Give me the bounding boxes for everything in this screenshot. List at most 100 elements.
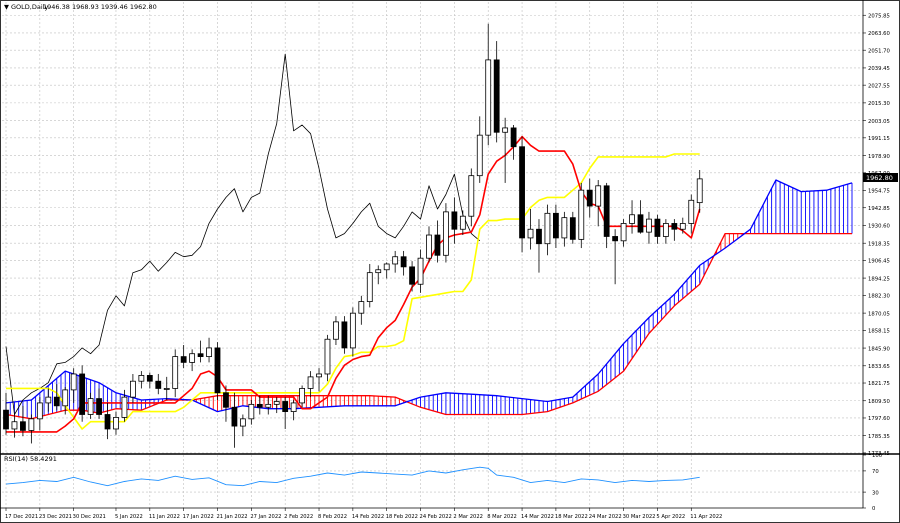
candle-bull	[333, 321, 339, 340]
ichimoku-cloud	[5, 180, 853, 419]
price-tick-label: 2027.55	[868, 83, 890, 89]
rsi-tick-label: 30	[872, 490, 879, 496]
rsi-line	[5, 466, 700, 487]
candle-bull	[443, 211, 449, 256]
price-tick-label: 1870.05	[868, 311, 890, 317]
candle-bear	[155, 380, 162, 389]
candle-bear	[197, 353, 204, 358]
last-price-tag	[863, 173, 898, 182]
chikou-span-line	[5, 53, 481, 415]
candle-bull	[417, 257, 424, 285]
time-tick-label: 8 Feb 2022	[318, 514, 347, 520]
price-tick-label: 2075.85	[868, 13, 890, 19]
candle-bull	[502, 127, 509, 133]
candle-bull	[383, 263, 390, 271]
candle-bull	[358, 301, 365, 314]
time-tick-label: 23 Dec 2021	[39, 514, 72, 520]
time-tick-label: 30 Mar 2022	[623, 514, 656, 520]
candle-bull	[121, 396, 128, 418]
time-tick-label: 17 Jan 2022	[183, 514, 214, 520]
candle-bull	[172, 356, 179, 389]
candle-bear	[223, 392, 229, 408]
price-tick-label: 1833.65	[868, 364, 890, 370]
rsi-header: RSI(14) 58.4291	[4, 455, 57, 463]
candle-bear	[53, 396, 60, 407]
candle-bull	[349, 312, 356, 349]
candle-bear	[20, 421, 26, 431]
candle-bull	[45, 396, 52, 404]
candle-bear	[671, 223, 678, 230]
price-axis: 1773.45 1785.35 1797.60 1809.50 1821.75 1833.…	[863, 13, 891, 457]
price-tick-label: 1930.60	[868, 224, 891, 230]
rsi-line-group	[5, 466, 700, 487]
price-tick-label: 2063.60	[868, 31, 891, 37]
time-tick-label: 30 Dec 2021	[73, 514, 106, 520]
candle-bull	[316, 373, 322, 378]
symbol-label: GOLD,Daily	[11, 3, 48, 11]
candle-bear	[553, 212, 559, 239]
candle-bear	[586, 189, 593, 207]
candle-bull	[273, 401, 280, 405]
candle-bull	[688, 199, 695, 224]
candlesticks	[3, 23, 703, 448]
collapse-arrow-icon[interactable]: ▼	[4, 3, 9, 11]
candle-bull	[595, 185, 602, 207]
senkou-span-b-line	[5, 232, 852, 420]
ohlc-readout: 1946.38 1968.93 1939.46 1962.80	[43, 3, 157, 11]
candle-bull	[28, 418, 35, 431]
time-tick-label: 17 Dec 2021	[5, 514, 38, 520]
rsi-axis: 0 30 70 100	[863, 453, 883, 512]
candle-bull	[36, 402, 43, 420]
price-tick-label: 1845.90	[868, 346, 891, 352]
time-tick-label: 5 Apr 2022	[656, 514, 685, 520]
candle-bull	[366, 272, 373, 303]
candle-bull	[392, 256, 399, 265]
price-tick-label: 1797.60	[868, 416, 891, 422]
candle-bear	[434, 234, 441, 256]
time-tick-label: 14 Feb 2022	[352, 514, 384, 520]
price-tick-label: 1882.30	[868, 294, 891, 300]
candle-bull	[485, 59, 492, 136]
candle-bull	[11, 421, 18, 430]
candle-bull	[578, 189, 585, 240]
candle-bull	[248, 403, 255, 420]
candle-bear	[341, 321, 348, 349]
candle-bull	[646, 218, 652, 233]
rsi-tick-label: 100	[872, 453, 883, 459]
candle-bear	[510, 127, 517, 148]
candle-bear	[612, 236, 619, 242]
candle-bear	[79, 373, 86, 415]
rsi-tick-label: 70	[872, 469, 879, 475]
candle-bull	[620, 223, 627, 242]
candle-bear	[637, 214, 644, 233]
candle-bull	[375, 269, 382, 274]
price-tick-label: 2015.30	[868, 101, 891, 107]
price-tick-label: 1954.75	[868, 189, 890, 195]
candle-bull	[324, 338, 331, 375]
price-tick-label: 1894.25	[868, 276, 890, 282]
candle-bull	[527, 228, 534, 239]
candle-bull	[87, 398, 94, 415]
candle-bear	[451, 211, 458, 230]
candle-bull	[265, 403, 272, 408]
candle-bull	[189, 353, 196, 363]
price-tick-label: 1858.15	[868, 329, 890, 335]
candle-bull	[70, 373, 77, 391]
candle-bear	[409, 266, 415, 285]
candle-bull	[696, 178, 703, 204]
time-tick-label: 5 Jan 2022	[115, 514, 143, 520]
candle-bull	[62, 389, 69, 407]
last-price-label: 1962.80	[866, 174, 893, 182]
time-tick-label: 18 Feb 2022	[386, 514, 418, 520]
price-tick-label: 2039.45	[868, 66, 890, 72]
time-tick-label: 11 Jan 2022	[149, 514, 180, 520]
price-tick-label: 1906.45	[868, 259, 890, 265]
price-tick-label: 1809.50	[868, 399, 891, 405]
candle-bull	[206, 347, 212, 358]
candle-bull	[163, 388, 170, 390]
candle-bull	[129, 380, 136, 398]
time-tick-label: 2 Mar 2022	[453, 514, 483, 520]
candle-bear	[231, 406, 238, 427]
time-tick-label: 21 Jan 2022	[217, 514, 248, 520]
